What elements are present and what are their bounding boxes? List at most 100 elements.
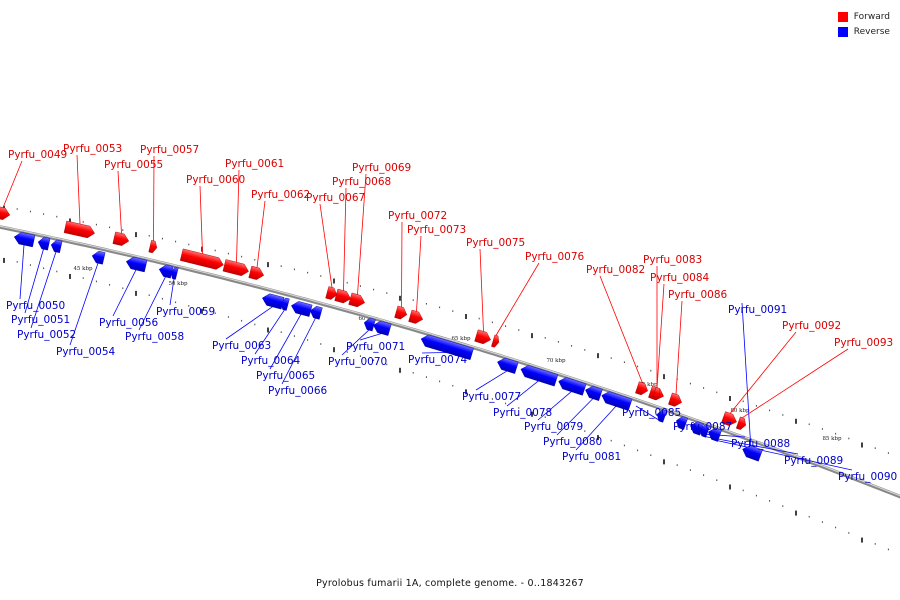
gene-label[interactable]: Pyrfu_0052 bbox=[17, 329, 76, 341]
gene-arrow[interactable] bbox=[600, 390, 633, 411]
gene-arrow[interactable] bbox=[13, 231, 36, 248]
gene-arrow[interactable] bbox=[261, 292, 285, 310]
gene-arrow[interactable] bbox=[706, 426, 722, 442]
gene-label[interactable]: Pyrfu_0082 bbox=[586, 264, 645, 276]
gene-label[interactable]: Pyrfu_0066 bbox=[268, 385, 328, 397]
gene-label[interactable]: Pyrfu_0055 bbox=[104, 159, 163, 171]
gene-arrow[interactable] bbox=[394, 305, 409, 321]
gene-label[interactable]: Pyrfu_0063 bbox=[212, 340, 271, 352]
gene-label[interactable]: Pyrfu_0077 bbox=[462, 391, 521, 403]
gene-arrow[interactable] bbox=[63, 220, 96, 239]
leader-line bbox=[281, 317, 316, 385]
gene-arrow[interactable] bbox=[170, 266, 179, 280]
gene-arrow[interactable] bbox=[309, 305, 323, 320]
gene-arrow[interactable] bbox=[741, 443, 763, 462]
legend-entry-reverse: Reverse bbox=[837, 24, 890, 39]
gene-arrow[interactable] bbox=[363, 317, 376, 332]
leader-line bbox=[236, 169, 240, 263]
gene-label[interactable]: Pyrfu_0076 bbox=[525, 251, 585, 263]
gene-label[interactable]: Pyrfu_0074 bbox=[408, 354, 468, 366]
gene-arrow[interactable] bbox=[721, 411, 738, 428]
gene-label[interactable]: Pyrfu_0083 bbox=[643, 254, 702, 266]
gene-arrow[interactable] bbox=[655, 408, 667, 423]
gene-label[interactable]: Pyrfu_0091 bbox=[728, 304, 787, 316]
gene-arrow[interactable] bbox=[125, 256, 148, 273]
gene-label[interactable]: Pyrfu_0067 bbox=[306, 192, 365, 204]
gene-label[interactable]: Pyrfu_0057 bbox=[140, 144, 199, 156]
gene-label[interactable]: Pyrfu_0086 bbox=[668, 289, 728, 301]
gene-label[interactable]: Pyrfu_0064 bbox=[241, 355, 301, 367]
gene-arrow[interactable] bbox=[688, 420, 704, 436]
gene-label[interactable]: Pyrfu_0062 bbox=[251, 189, 310, 201]
gene-label[interactable]: Pyrfu_0084 bbox=[650, 272, 710, 284]
gene-label[interactable]: Pyrfu_0050 bbox=[6, 300, 65, 312]
gene-arrow[interactable] bbox=[635, 381, 649, 397]
gene-arrow[interactable] bbox=[668, 392, 683, 408]
gene-arrow[interactable] bbox=[179, 248, 225, 271]
gene-arrow[interactable] bbox=[496, 356, 519, 374]
gene-arrow[interactable] bbox=[222, 259, 250, 277]
gene-label[interactable]: Pyrfu_0069 bbox=[352, 162, 411, 174]
gene-label[interactable]: Pyrfu_0081 bbox=[562, 451, 621, 463]
gene-label[interactable]: Pyrfu_0068 bbox=[332, 176, 391, 188]
gene-arrow[interactable] bbox=[735, 416, 748, 431]
leader-line bbox=[256, 200, 266, 268]
gene-arrow[interactable] bbox=[348, 292, 367, 309]
gene-arrow[interactable] bbox=[372, 319, 392, 336]
gene-arrow[interactable] bbox=[584, 384, 603, 401]
gene-arrow[interactable] bbox=[519, 364, 559, 387]
gene-arrow[interactable] bbox=[408, 309, 425, 325]
gene-arrow[interactable] bbox=[334, 288, 353, 305]
strand-legend: Forward Reverse bbox=[837, 9, 890, 39]
gene-label[interactable]: Pyrfu_0085 bbox=[622, 407, 681, 419]
gene-arrow[interactable] bbox=[148, 240, 159, 254]
gene-label[interactable]: Pyrfu_0070 bbox=[328, 356, 387, 368]
gene-arrow[interactable] bbox=[248, 265, 266, 281]
gene-label[interactable]: Pyrfu_0049 bbox=[8, 149, 67, 161]
gene-label[interactable]: Pyrfu_0054 bbox=[56, 346, 116, 358]
gene-arrow[interactable] bbox=[0, 206, 11, 221]
gene-label[interactable]: Pyrfu_0059 bbox=[156, 306, 215, 318]
gene-arrow[interactable] bbox=[112, 231, 130, 247]
gene-arrow[interactable] bbox=[91, 250, 106, 265]
gene-label[interactable]: Pyrfu_0093 bbox=[834, 337, 893, 349]
gene-arrow[interactable] bbox=[651, 387, 662, 401]
gene-label[interactable]: Pyrfu_0078 bbox=[493, 407, 552, 419]
gene-label[interactable]: Pyrfu_0088 bbox=[731, 438, 790, 450]
gene-label[interactable]: Pyrfu_0080 bbox=[543, 436, 602, 448]
gene-label[interactable]: Pyrfu_0058 bbox=[125, 331, 184, 343]
gene-label[interactable]: Pyrfu_0090 bbox=[838, 471, 897, 483]
gene-label[interactable]: Pyrfu_0060 bbox=[186, 174, 245, 186]
gene-arrow[interactable] bbox=[474, 329, 493, 346]
gene-arrow[interactable] bbox=[50, 239, 63, 253]
gene-arrow[interactable] bbox=[698, 423, 711, 438]
gene-arrow[interactable] bbox=[419, 333, 474, 361]
tick-label: 60 kbp bbox=[358, 316, 378, 322]
gene-arrow[interactable] bbox=[325, 286, 339, 301]
leader-line bbox=[635, 405, 662, 422]
gene-label[interactable]: Pyrfu_0053 bbox=[63, 143, 122, 155]
gene-label[interactable]: Pyrfu_0073 bbox=[407, 224, 466, 236]
tick-label: 85 kbp bbox=[822, 436, 842, 442]
gene-label[interactable]: Pyrfu_0071 bbox=[346, 341, 405, 353]
gene-label[interactable]: Pyrfu_0079 bbox=[524, 421, 583, 433]
gene-label[interactable]: Pyrfu_0056 bbox=[99, 317, 159, 329]
gene-label[interactable]: Pyrfu_0072 bbox=[388, 210, 447, 222]
gene-arrow[interactable] bbox=[280, 297, 290, 311]
gene-label[interactable]: Pyrfu_0089 bbox=[784, 455, 843, 467]
gene-arrow[interactable] bbox=[37, 236, 51, 251]
reverse-swatch bbox=[837, 26, 848, 37]
gene-label[interactable]: Pyrfu_0051 bbox=[11, 314, 70, 326]
leader-line bbox=[153, 155, 155, 241]
gene-arrow[interactable] bbox=[290, 300, 313, 317]
gene-arrow[interactable] bbox=[491, 334, 500, 348]
leader-line bbox=[556, 398, 594, 436]
gene-label[interactable]: Pyrfu_0065 bbox=[256, 370, 315, 382]
gene-arrow[interactable] bbox=[158, 263, 174, 279]
gene-label[interactable]: Pyrfu_0075 bbox=[466, 237, 525, 249]
gene-arrow[interactable] bbox=[674, 415, 688, 430]
gene-label[interactable]: Pyrfu_0092 bbox=[782, 320, 841, 332]
gene-arrow[interactable] bbox=[557, 376, 587, 396]
gene-label[interactable]: Pyrfu_0087 bbox=[673, 421, 732, 433]
gene-label[interactable]: Pyrfu_0061 bbox=[225, 158, 284, 170]
